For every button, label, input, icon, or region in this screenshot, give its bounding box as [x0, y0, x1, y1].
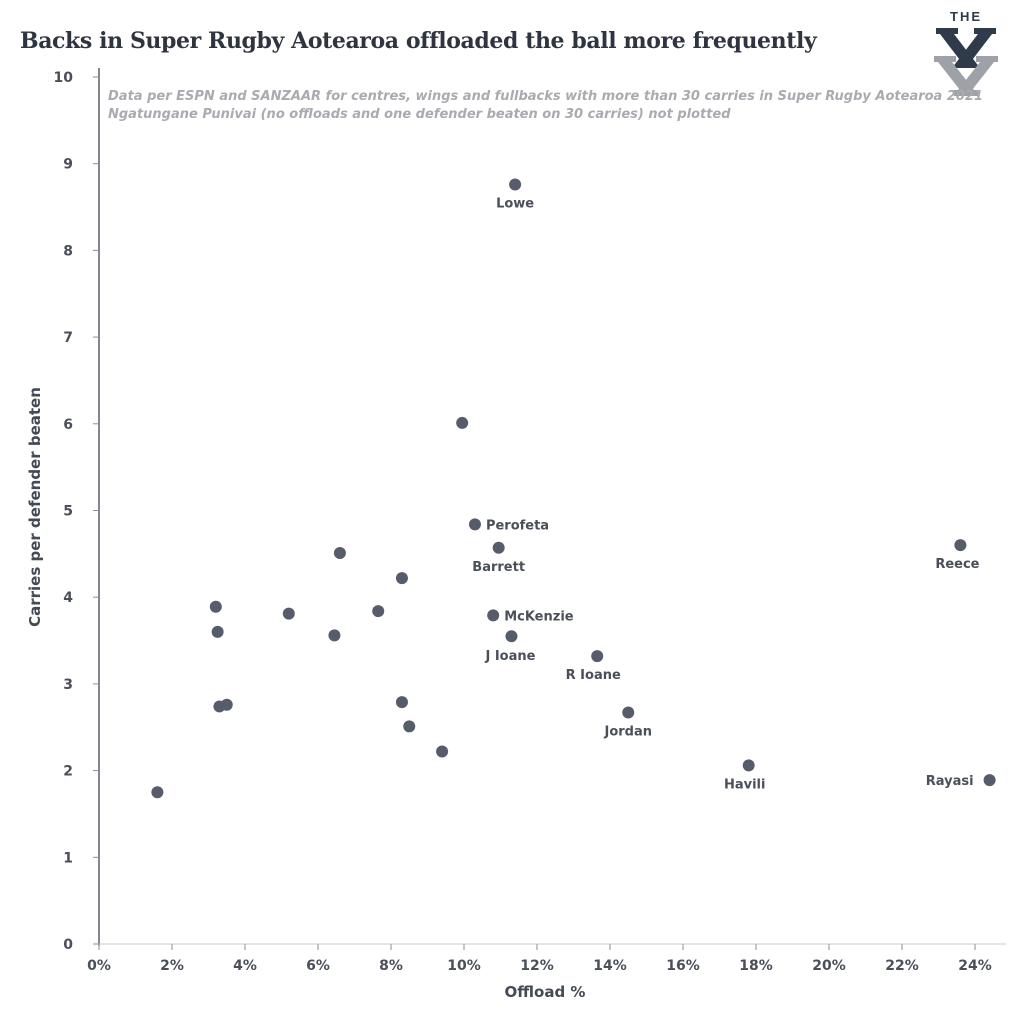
- logo-text: THE: [950, 9, 982, 24]
- chart-title: Backs in Super Rugby Aotearoa offloaded …: [20, 28, 817, 54]
- point-label: Rayasi: [926, 774, 974, 789]
- data-point: [487, 609, 500, 622]
- x-tick-label: 16%: [666, 958, 700, 974]
- x-tick-label: 2%: [160, 958, 184, 974]
- chart-note: Data per ESPN and SANZAAR for centres, w…: [108, 89, 983, 104]
- y-tick-label: 2: [63, 764, 73, 780]
- x-tick-label: 4%: [233, 958, 257, 974]
- data-point: [954, 539, 967, 552]
- y-tick-label: 3: [63, 677, 73, 693]
- x-tick-label: 12%: [520, 958, 554, 974]
- point-label: Perofeta: [486, 518, 549, 533]
- data-point: [456, 416, 469, 429]
- data-point: [333, 546, 346, 559]
- data-point: [468, 518, 481, 531]
- data-point: [403, 720, 416, 733]
- the-x-logo: THE: [926, 6, 1008, 98]
- point-label: J Ioane: [484, 649, 535, 664]
- data-point: [509, 178, 522, 191]
- data-point: [742, 759, 755, 772]
- y-tick-label: 1: [63, 850, 73, 866]
- point-label: Havili: [724, 777, 766, 792]
- x-tick-label: 14%: [593, 958, 627, 974]
- point-label: Reece: [935, 557, 979, 572]
- x-tick-label: 8%: [379, 958, 403, 974]
- data-point: [436, 745, 449, 758]
- x-tick-label: 10%: [447, 958, 481, 974]
- chart-notes: Data per ESPN and SANZAAR for centres, w…: [108, 89, 983, 122]
- y-tick-label: 7: [63, 330, 73, 346]
- data-point: [395, 572, 408, 585]
- x-tick-label: 22%: [885, 958, 919, 974]
- data-point: [220, 698, 233, 711]
- y-tick-label: 8: [63, 243, 73, 259]
- data-point: [492, 541, 505, 554]
- y-tick-label: 0: [63, 937, 73, 953]
- y-axis-title: Carries per defender beaten: [26, 387, 44, 627]
- y-tick-label: 4: [63, 590, 73, 606]
- x-tick-label: 20%: [812, 958, 846, 974]
- data-point: [209, 600, 222, 613]
- data-point: [282, 607, 295, 620]
- point-label: Barrett: [472, 560, 525, 575]
- x-tick-label: 0%: [87, 958, 111, 974]
- data-point: [395, 696, 408, 709]
- y-tick-label: 6: [63, 417, 73, 433]
- y-tick-label: 9: [63, 157, 73, 173]
- data-point: [151, 786, 164, 799]
- point-labels: Lowe Perofeta Barrett Reece McKenzie J Ioane R…: [472, 197, 979, 793]
- point-label: R Ioane: [566, 668, 621, 683]
- y-tick-label: 10: [54, 70, 74, 86]
- data-point: [372, 605, 385, 618]
- x-axis-title: Offload %: [505, 983, 586, 1001]
- data-point: [328, 629, 341, 642]
- x-tick-label: 6%: [306, 958, 330, 974]
- point-label: Jordan: [603, 725, 652, 740]
- data-point: [211, 625, 224, 638]
- data-point: [591, 650, 604, 663]
- data-point: [622, 706, 635, 719]
- x-tick-label: 18%: [739, 958, 773, 974]
- data-points: [151, 178, 996, 799]
- point-label: McKenzie: [504, 609, 574, 624]
- x-tick-label: 24%: [958, 958, 992, 974]
- point-label: Lowe: [496, 197, 534, 212]
- data-point: [983, 774, 996, 787]
- chart-note: Ngatungane Punivai (no offloads and one …: [108, 107, 731, 122]
- data-point: [505, 630, 518, 643]
- y-tick-label: 5: [63, 504, 73, 520]
- axes: 0% 2% 4% 6% 8% 10% 12% 14% 16% 18% 20% 22% 24% 0 1 2 3 4 5…: [26, 68, 1006, 1001]
